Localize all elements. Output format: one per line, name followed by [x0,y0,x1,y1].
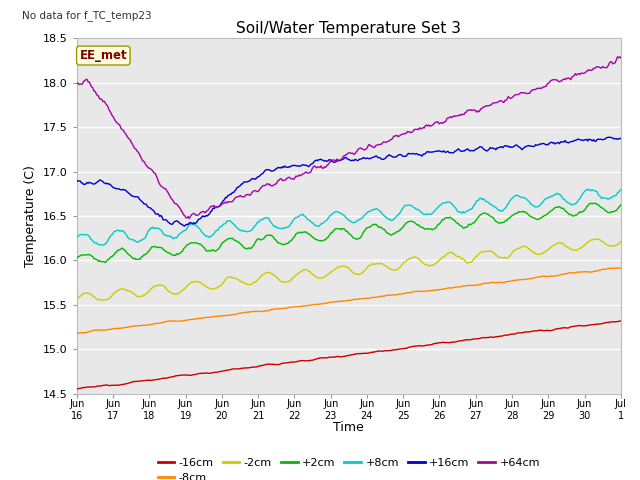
Text: EE_met: EE_met [79,49,127,62]
Legend: -16cm, -8cm, -2cm, +2cm, +8cm, +16cm, +64cm: -16cm, -8cm, -2cm, +2cm, +8cm, +16cm, +6… [154,453,544,480]
Text: No data for f_TC_temp23: No data for f_TC_temp23 [22,10,152,21]
Y-axis label: Temperature (C): Temperature (C) [24,165,38,267]
X-axis label: Time: Time [333,421,364,434]
Title: Soil/Water Temperature Set 3: Soil/Water Temperature Set 3 [236,21,461,36]
